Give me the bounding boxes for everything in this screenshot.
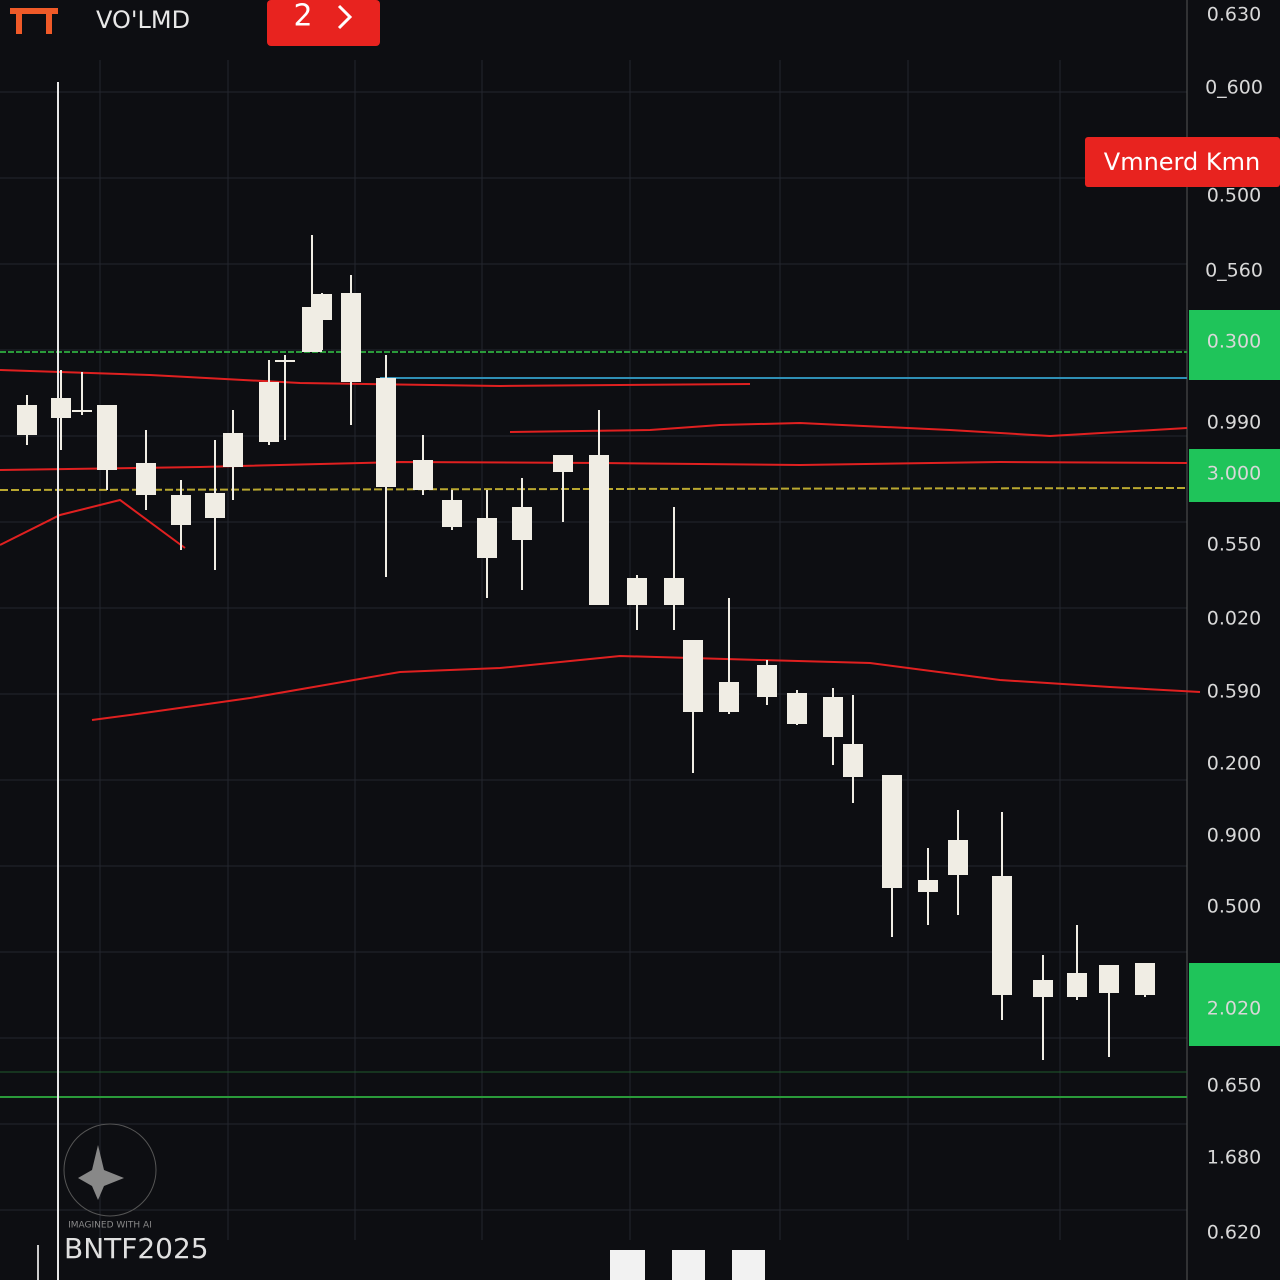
candle-body xyxy=(683,640,703,712)
candle-body xyxy=(341,293,361,382)
price-label: 0.550 xyxy=(1207,534,1261,556)
candle-body xyxy=(918,880,938,892)
candle-body xyxy=(627,578,647,605)
indicator-line xyxy=(0,369,751,388)
watermark-ring xyxy=(63,1123,157,1217)
indicator-line xyxy=(509,421,1188,438)
candle-body xyxy=(223,433,243,467)
candle-body xyxy=(1067,973,1087,997)
logo[interactable] xyxy=(10,8,58,34)
price-badge[interactable] xyxy=(1085,137,1280,187)
candle-body xyxy=(512,507,532,540)
price-marker xyxy=(1189,310,1280,380)
candle-body xyxy=(259,382,279,442)
price-label: 0.500 xyxy=(1207,185,1261,207)
price-badge-text: Vmnerd Kmn xyxy=(1104,148,1260,176)
candle-body xyxy=(882,775,902,888)
volume-bar xyxy=(610,1250,645,1280)
price-label: 0.500 xyxy=(1207,896,1261,918)
watermark: IMAGINED WITH AI xyxy=(68,1221,152,1231)
interval-value: 2 xyxy=(293,0,312,34)
candle-body xyxy=(992,876,1012,995)
candle-body xyxy=(275,360,295,362)
candle-body xyxy=(376,378,396,487)
candle-body xyxy=(97,405,117,470)
volume-bar xyxy=(672,1250,705,1280)
price-label: 0.620 xyxy=(1207,1222,1261,1244)
indicator-line xyxy=(91,654,1201,721)
price-label: 0.020 xyxy=(1207,608,1261,630)
candle-body xyxy=(205,493,225,518)
candle-body xyxy=(719,682,739,712)
candle-body xyxy=(477,518,497,558)
price-marker xyxy=(1189,963,1280,1046)
price-label: 0_560 xyxy=(1205,260,1263,282)
candle-body xyxy=(757,665,777,697)
candle-body xyxy=(51,398,71,418)
candle-body xyxy=(948,840,968,875)
volume-bar xyxy=(732,1250,765,1280)
price-label: 2.020 xyxy=(1207,998,1261,1020)
price-axis: 0.630 0_600 0.500 0_560 0.300 0.990 3.000 0.550… xyxy=(1189,4,1280,1244)
candle-body xyxy=(1135,963,1155,995)
candle-body xyxy=(664,578,684,605)
watermark-icon xyxy=(78,1145,124,1200)
interval-button[interactable] xyxy=(267,0,380,46)
price-label: 0.630 xyxy=(1207,4,1261,26)
candle-body xyxy=(171,495,191,525)
candle-body xyxy=(823,697,843,737)
candle-body xyxy=(553,455,573,472)
candle-body xyxy=(72,410,92,412)
candles xyxy=(17,235,1155,1060)
price-label: 0.200 xyxy=(1207,753,1261,775)
candle-body xyxy=(442,500,462,527)
price-marker xyxy=(1189,449,1280,502)
candle-body xyxy=(589,455,609,605)
candle-body xyxy=(843,744,863,777)
price-label: 1.680 xyxy=(1207,1147,1261,1169)
price-label: 0.990 xyxy=(1207,412,1261,434)
candle-body xyxy=(136,463,156,495)
candle-body xyxy=(1099,965,1119,993)
symbol[interactable]: VO'LMD xyxy=(96,6,190,34)
price-label: 0.300 xyxy=(1207,331,1261,353)
candle-body xyxy=(1033,980,1053,997)
candle-body xyxy=(17,405,37,435)
chevron xyxy=(337,4,353,30)
indicator-line xyxy=(0,498,186,549)
candle-body xyxy=(787,693,807,724)
price-label: 0.900 xyxy=(1207,825,1261,847)
price-label: 0.590 xyxy=(1207,681,1261,703)
price-label: 0.650 xyxy=(1207,1075,1261,1097)
price-label: 0_600 xyxy=(1205,77,1263,99)
price-label: 3.000 xyxy=(1207,463,1261,485)
candle-body xyxy=(312,294,332,320)
footer-label: BNTF2025 xyxy=(64,1232,209,1265)
candle-body xyxy=(413,460,433,490)
